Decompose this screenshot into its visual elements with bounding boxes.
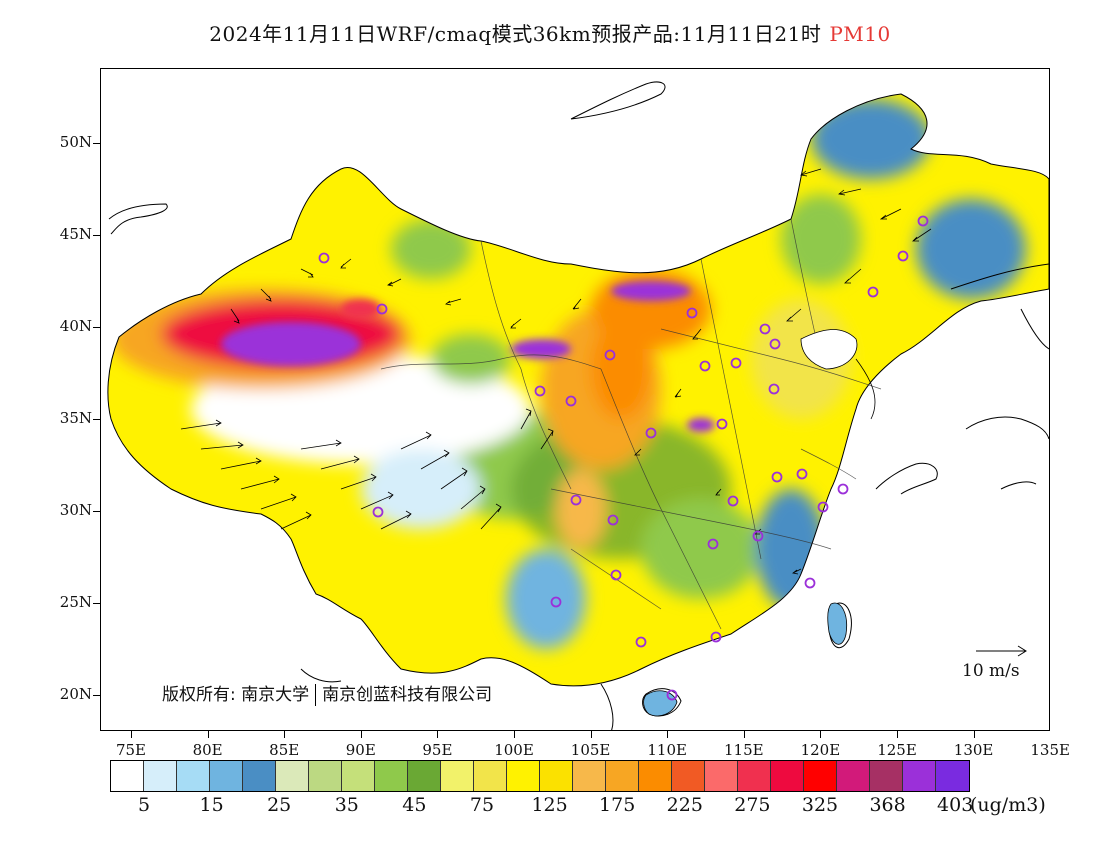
colorbar-swatch [111,761,144,791]
longitude-label: 85E [269,741,300,759]
longitude-label: 115E [724,741,764,759]
latitude-label: 30N [59,501,92,519]
colorbar-swatch [639,761,672,791]
colorbar-swatch [870,761,903,791]
colorbar-label: 368 [869,794,906,816]
latitude-tick [93,235,100,236]
longitude-tick [667,731,669,738]
colorbar-swatch [177,761,210,791]
colorbar-swatch [507,761,540,791]
longitude-label: 100E [494,741,534,759]
wind-vectors [180,168,932,575]
colorbar-swatch [441,761,474,791]
colorbar-swatch [474,761,507,791]
wind-reference-label: 10 m/s [962,661,1020,681]
colorbar [110,760,970,792]
colorbar-swatch [276,761,309,791]
colorbar-swatch [573,761,606,791]
province-borders [380,218,882,630]
colorbar-swatch [144,761,177,791]
colorbar-label: 175 [599,794,636,816]
station-markers [318,215,929,701]
latitude-tick [93,143,100,144]
longitude-label: 110E [647,741,687,759]
longitude-label: 105E [570,741,611,759]
colorbar-swatch [672,761,705,791]
longitude-tick [973,731,975,738]
longitude-label: 95E [422,741,453,759]
title-main: 2024年11月11日WRF/cmaq模式36km预报产品:11月11日21时 [209,22,822,46]
yellow-sea-coast [855,358,876,420]
colorbar-label: 5 [137,794,151,816]
colorbar-label: 275 [734,794,771,816]
colorbar-swatch [936,761,969,791]
longitude-tick [437,731,439,738]
colorbar-label: 125 [531,794,568,816]
colorbar-swatch [309,761,342,791]
colorbar-swatch [837,761,870,791]
longitude-tick [743,731,745,738]
bohai-sea [800,329,858,370]
longitude-tick [131,731,132,738]
latitude-label: 25N [59,593,92,611]
colorbar-label: 403 [937,794,974,816]
longitude-label: 80E [192,741,223,759]
colorbar-label: 15 [199,794,224,816]
colorbar-swatch [243,761,276,791]
longitude-tick [590,731,592,738]
colorbar-swatch [408,761,441,791]
latitude-tick [93,327,100,328]
longitude-label: 120E [800,741,841,759]
map-canvas [107,81,1049,730]
colorbar-label: 45 [402,794,427,816]
latitude-label: 35N [59,409,92,427]
longitude-label: 130E [953,741,994,759]
latitude-tick [93,511,100,512]
latitude-tick [93,695,100,696]
title-variable: PM10 [829,22,891,46]
longitude-tick [207,731,209,738]
longitude-label: 125E [877,741,917,759]
colorbar-swatch [738,761,771,791]
colorbar-swatch [771,761,804,791]
colorbar-swatch [342,761,375,791]
latitude-label: 50N [59,133,92,151]
colorbar-swatch [606,761,639,791]
longitude-tick [284,731,286,738]
longitude-label: 135E [1030,741,1070,759]
longitude-tick [820,731,822,738]
latitude-label: 40N [59,317,92,335]
latitude-tick [93,603,100,604]
longitude-tick [897,731,898,738]
longitude-tick [514,731,515,738]
china-outline [107,93,1049,687]
latitude-label: 45N [59,225,92,243]
colorbar-swatch [375,761,408,791]
colorbar-label: 325 [801,794,839,816]
colorbar-label: 35 [334,794,359,816]
colorbar-label: 75 [469,794,495,816]
wind-reference-arrow [976,645,1027,657]
map-panel[interactable] [100,68,1050,731]
map-title: 2024年11月11日WRF/cmaq模式36km预报产品:11月11日21时 P… [0,18,1100,47]
copyright-notice: 版权所有: 南京大学 南京创蓝科技有限公司 [162,680,492,706]
copyright-org-2: 南京创蓝科技有限公司 [322,685,493,705]
colorbar-swatch [804,761,837,791]
colorbar-swatch [705,761,738,791]
colorbar-label: 225 [666,794,703,816]
taiwan-island [827,602,848,645]
colorbar-swatch [903,761,936,791]
longitude-label: 90E [345,741,376,759]
latitude-tick [93,419,100,420]
colorbar-label: 25 [267,794,292,816]
copyright-prefix: 版权所有: [162,685,236,705]
longitude-tick [360,731,362,738]
colorbar-swatch [540,761,573,791]
colorbar-swatch [210,761,243,791]
copyright-separator [315,684,317,706]
colorbar-unit: (ug/m3) [970,794,1046,816]
copyright-org-1: 南京大学 [241,685,310,705]
longitude-label: 75E [115,741,147,759]
latitude-label: 20N [59,685,92,703]
